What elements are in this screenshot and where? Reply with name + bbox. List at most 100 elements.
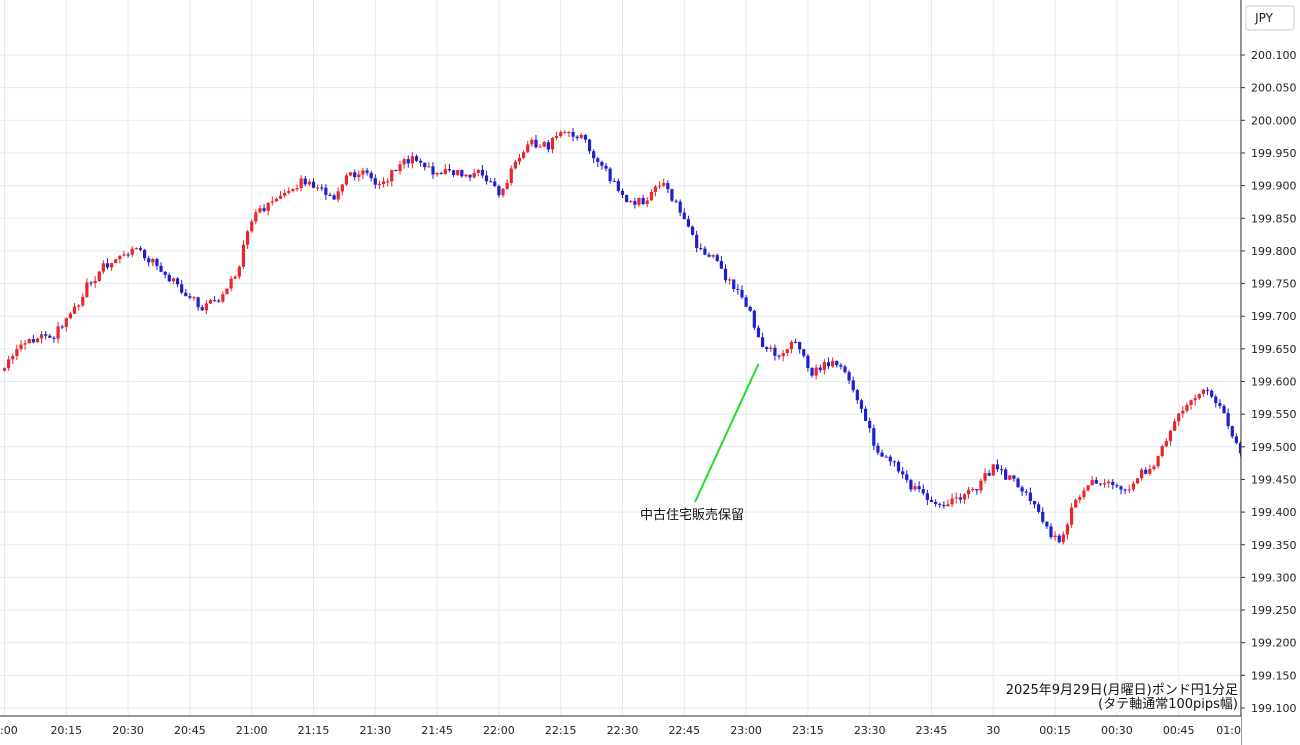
candle-body-down (835, 360, 839, 366)
candle-body-down (620, 190, 625, 195)
candle-body-up (1086, 485, 1090, 491)
candle-body-down (1226, 413, 1230, 427)
candle-body-down (777, 355, 781, 357)
candle-body-down (489, 181, 493, 183)
time-tick-label: 23:45 (916, 724, 948, 737)
price-axis-background (1241, 0, 1300, 745)
time-tick-label: 22:45 (668, 724, 700, 737)
candle-body-down (921, 489, 925, 494)
candle-body-up (229, 278, 233, 289)
candle-body-down (929, 499, 934, 502)
candle-body-down (798, 341, 802, 350)
candle-body-up (97, 271, 101, 282)
candle-body-down (847, 372, 851, 381)
price-axis-labels[interactable]: 200.100 200.050 200.000 199.950 199.900 199.8… (1241, 49, 1297, 715)
candle-body-down (1205, 389, 1210, 391)
candle-body-up (11, 356, 15, 360)
candle-body-up (316, 187, 320, 189)
candle-body-down (406, 159, 410, 164)
candle-body-down (905, 474, 909, 481)
price-tick-label: 199.950 (1251, 147, 1297, 160)
price-tick-label: 199.500 (1251, 441, 1297, 454)
price-tick-label: 199.700 (1251, 310, 1297, 323)
candle-body-down (451, 170, 456, 175)
candle-body-up (513, 161, 517, 169)
time-tick-label: 22:30 (607, 724, 639, 737)
time-tick-label: 23:15 (792, 724, 824, 737)
candle-body-up (526, 144, 530, 153)
candle-body-up (662, 183, 666, 186)
candle-body-down (447, 169, 452, 171)
candle-body-up (509, 168, 513, 183)
candle-body-down (1222, 405, 1226, 414)
candle-body-up (225, 288, 229, 295)
candle-body-down (44, 334, 48, 336)
candle-body-down (806, 355, 810, 369)
candle-body-up (550, 137, 555, 150)
candle-body-up (653, 186, 658, 192)
candle-body-up (250, 221, 254, 232)
candle-body-down (863, 408, 868, 421)
time-tick-label: 21:45 (421, 724, 453, 737)
candle-body-up (1193, 398, 1197, 401)
candle-body-down (105, 263, 110, 268)
candle-body-up (435, 173, 439, 175)
candle-body-down (818, 367, 822, 371)
candle-body-down (1045, 521, 1049, 527)
candle-body-up (23, 343, 27, 345)
candle-body-up (501, 188, 505, 196)
time-axis-labels[interactable]: :00 20:15 20:30 20:45 21:00 21:15 21:30 21:45 22… (0, 724, 1241, 737)
candle-body-down (200, 307, 204, 311)
candle-body-up (563, 132, 567, 134)
candle-body-up (130, 248, 134, 255)
candle-body-down (159, 265, 163, 272)
candle-body-up (966, 489, 971, 495)
candle-body-up (629, 201, 633, 203)
candle-body-down (167, 274, 171, 282)
candle-body-down (188, 296, 192, 298)
time-tick-label: 23:00 (730, 724, 762, 737)
candle-body-down (1230, 426, 1234, 437)
candle-body-down (1218, 403, 1222, 406)
candle-body-down (600, 161, 604, 166)
candle-body-down (859, 400, 864, 409)
candle-body-up (287, 191, 291, 193)
candle-body-up (208, 300, 213, 304)
candle-body-down (1016, 478, 1020, 488)
candle-body-down (839, 365, 843, 367)
candle-body-down (909, 480, 913, 490)
candle-body-down (901, 471, 905, 475)
candle-body-up (299, 178, 303, 189)
candle-body-up (1061, 534, 1065, 543)
candle-body-up (81, 296, 85, 306)
candle-body-up (72, 306, 77, 314)
candle-body-up (637, 197, 641, 205)
candle-body-up (1168, 430, 1173, 441)
candle-body-down (678, 201, 682, 213)
time-axis-background (0, 716, 1241, 745)
candle-body-down (892, 461, 897, 463)
time-tick-label: 23:30 (854, 724, 886, 737)
candle-body-down (1144, 469, 1148, 474)
candle-body-down (686, 219, 691, 227)
candle-body-up (946, 504, 950, 507)
candle-body-up (1185, 404, 1189, 411)
candle-body-up (1090, 479, 1094, 486)
price-tick-label: 199.400 (1251, 506, 1297, 519)
time-tick-label: 20:15 (50, 724, 82, 737)
price-tick-label: 199.750 (1251, 278, 1297, 291)
candle-body-up (822, 362, 826, 371)
candle-body-down (583, 134, 588, 140)
candle-body-up (559, 132, 563, 136)
candle-body-up (7, 359, 11, 369)
candle-body-down (699, 248, 703, 250)
price-tick-label: 199.250 (1251, 604, 1297, 617)
candle-body-up (962, 494, 967, 500)
candle-body-down (48, 335, 52, 338)
candle-body-up (1177, 413, 1181, 422)
candle-body-up (258, 208, 262, 213)
candle-body-down (958, 497, 962, 500)
candle-body-down (641, 197, 645, 205)
candle-body-down (896, 461, 901, 472)
candle-body-down (1098, 483, 1103, 485)
